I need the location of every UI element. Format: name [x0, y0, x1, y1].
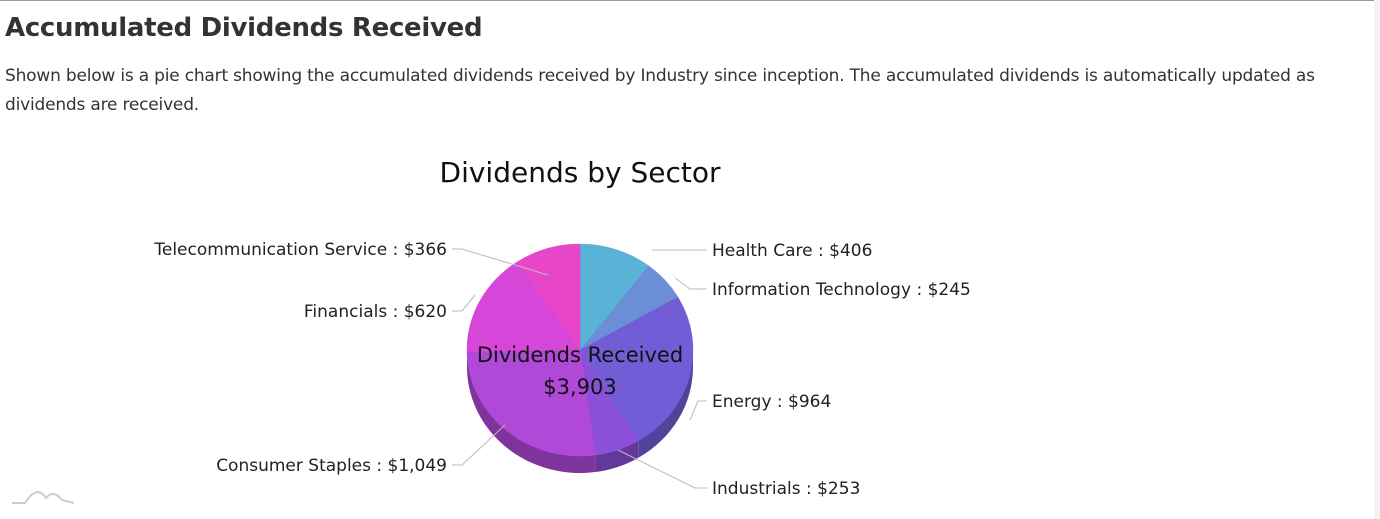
top-divider — [0, 0, 1374, 1]
label-connector — [452, 248, 549, 276]
pie-slice-health-care[interactable] — [579, 243, 650, 351]
pie-slices — [466, 243, 694, 457]
slice-label: Consumer Staples : $1,049 — [216, 456, 447, 476]
slice-label: Energy : $964 — [712, 392, 831, 412]
pie-slice-energy[interactable] — [579, 296, 694, 442]
label-connector — [452, 424, 506, 466]
pie-slice-consumer-staples[interactable] — [466, 349, 596, 457]
slice-labels: Health Care : $406 Information Technology… — [153, 240, 970, 499]
chart-title: Dividends by Sector — [440, 156, 721, 189]
label-lines — [452, 248, 707, 489]
center-value: $3,903 — [543, 375, 616, 399]
label-connector — [674, 277, 707, 290]
slice-label: Information Technology : $245 — [712, 280, 971, 300]
pie-slice-side — [638, 350, 693, 458]
section-title: Accumulated Dividends Received — [5, 13, 483, 43]
pie-slice-financials[interactable] — [466, 261, 581, 353]
label-connector — [452, 294, 476, 312]
pie-slice-side — [595, 440, 639, 473]
slice-label: Industrials : $253 — [712, 479, 860, 499]
label-connector — [617, 449, 707, 489]
pie-slice-side — [467, 351, 596, 474]
scrollbar-track[interactable] — [1374, 0, 1380, 519]
slice-label: Telecommunication Service : $366 — [153, 240, 447, 260]
section-description: Shown below is a pie chart showing the a… — [5, 66, 1315, 115]
slice-label: Financials : $620 — [304, 302, 447, 322]
chart-logo-icon — [12, 491, 75, 504]
center-label: Dividends Received — [477, 343, 683, 367]
label-connector — [689, 400, 707, 421]
slice-label: Health Care : $406 — [712, 241, 872, 261]
